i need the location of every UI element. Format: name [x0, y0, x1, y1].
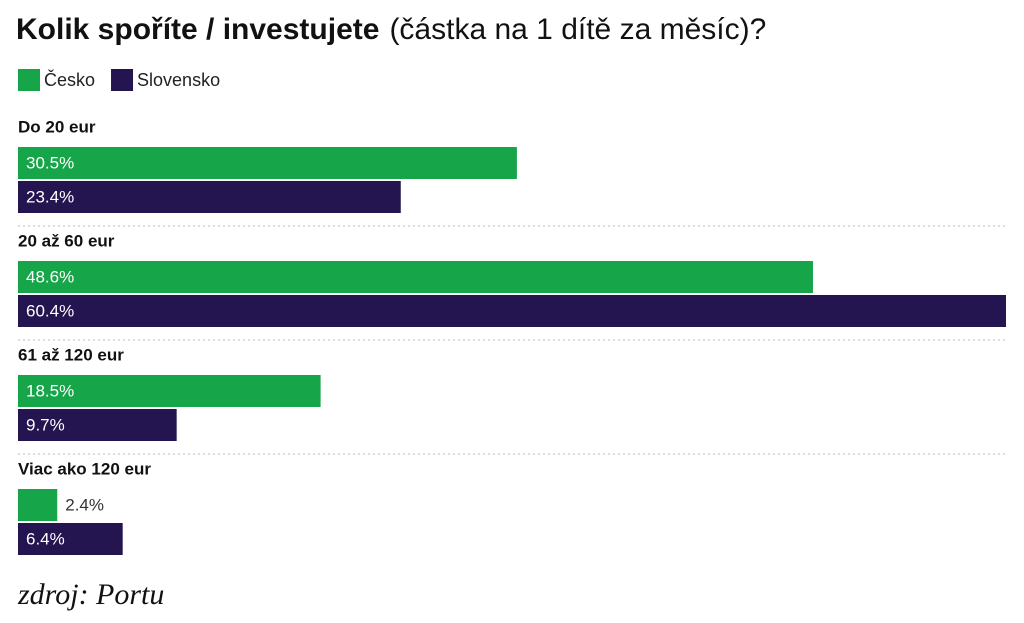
title-subtitle: (částka na 1 dítě za měsíc)? — [389, 13, 766, 46]
legend-label: Slovensko — [137, 70, 220, 90]
legend-label: Česko — [44, 69, 95, 90]
value-label: 18.5% — [26, 381, 74, 400]
bar — [18, 375, 321, 407]
category-label: Viac ako 120 eur — [18, 459, 151, 478]
value-label: 9.7% — [26, 415, 65, 434]
chart-title: Kolik spoříte / investujete (částka na 1 … — [16, 13, 766, 46]
bar — [18, 295, 1006, 327]
category-label: 20 až 60 eur — [18, 231, 115, 250]
bar — [18, 261, 813, 293]
value-label: 30.5% — [26, 153, 74, 172]
legend-swatch — [111, 69, 134, 91]
bar — [18, 523, 123, 555]
value-label: 60.4% — [26, 301, 74, 320]
bar — [18, 409, 177, 441]
category-label: 61 až 120 eur — [18, 345, 124, 364]
bar — [18, 181, 401, 213]
value-label: 6.4% — [26, 529, 65, 548]
source: zdroj: Portu — [17, 578, 164, 611]
category-label: Do 20 eur — [18, 117, 96, 136]
value-label: 23.4% — [26, 187, 74, 206]
value-label: 2.4% — [65, 495, 104, 514]
bar — [18, 489, 58, 521]
legend-swatch — [18, 69, 40, 91]
title-bold: Kolik spoříte / investujete — [16, 13, 379, 46]
value-label: 48.6% — [26, 267, 74, 286]
bar — [18, 147, 517, 179]
